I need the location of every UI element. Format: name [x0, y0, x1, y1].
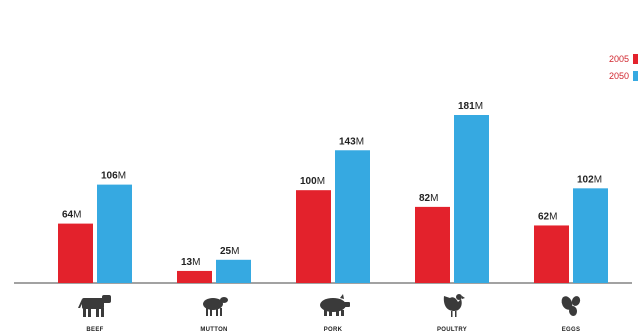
value-unit: M	[73, 210, 81, 221]
value-label-beef-2005: 64M	[62, 210, 81, 221]
value-label-poultry-2005: 82M	[419, 193, 438, 204]
bar-pork-2050	[335, 150, 370, 283]
value-unit: M	[317, 176, 325, 187]
value-label-eggs-2005: 62M	[538, 211, 557, 222]
value-unit: M	[118, 171, 126, 182]
value-number: 102	[577, 174, 594, 185]
value-label-beef-2050: 106M	[101, 171, 126, 182]
cow-icon	[78, 295, 111, 317]
value-number: 100	[300, 176, 317, 187]
bar-eggs-2005	[534, 225, 569, 283]
legend-swatch-2050	[633, 70, 638, 81]
value-unit: M	[430, 193, 438, 204]
bar-beef-2005	[58, 223, 93, 283]
category-label-eggs: EGGS	[562, 327, 581, 333]
value-label-mutton-2005: 13M	[181, 257, 200, 268]
eggs-icon	[561, 296, 581, 316]
category-icons-group	[78, 294, 581, 317]
value-number: 143	[339, 136, 356, 147]
bar-poultry-2005	[415, 206, 450, 283]
legend-entry-2050: 2050	[609, 67, 638, 84]
value-unit: M	[549, 211, 557, 222]
bars-group	[58, 115, 608, 283]
bar-poultry-2050	[454, 115, 489, 283]
value-unit: M	[475, 101, 483, 112]
category-label-mutton: MUTTON	[200, 327, 227, 333]
value-number: 25	[220, 246, 232, 257]
bar-beef-2050	[97, 184, 132, 283]
value-label-pork-2050: 143M	[339, 136, 364, 147]
value-unit: M	[231, 246, 239, 257]
value-unit: M	[594, 174, 602, 185]
value-number: 106	[101, 171, 118, 182]
value-number: 62	[538, 211, 550, 222]
bar-pork-2005	[296, 190, 331, 283]
category-label-pork: PORK	[324, 327, 343, 333]
value-unit: M	[356, 136, 364, 147]
value-label-poultry-2050: 181M	[458, 101, 483, 112]
value-label-pork-2005: 100M	[300, 176, 325, 187]
bar-mutton-2050	[216, 259, 251, 283]
legend-label-2005: 2005	[608, 53, 629, 64]
legend-entry-2005: 2005	[609, 50, 638, 67]
bar-mutton-2005	[177, 270, 212, 283]
value-number: 181	[458, 101, 475, 112]
chicken-icon	[443, 294, 465, 317]
category-label-poultry: POULTRY	[437, 327, 467, 333]
legend-swatch-2005	[633, 53, 638, 64]
sheep-icon	[203, 297, 228, 316]
value-label-mutton-2050: 25M	[220, 246, 239, 257]
legend-label-2050: 2050	[608, 70, 629, 81]
pig-icon	[320, 294, 350, 316]
value-unit: M	[192, 257, 200, 268]
value-label-eggs-2050: 102M	[577, 174, 602, 185]
bar-eggs-2050	[573, 188, 608, 283]
value-number: 82	[419, 193, 431, 204]
value-number: 13	[181, 257, 193, 268]
category-labels-group: BEEF MUTTON PORK POULTRY EGGS	[86, 327, 580, 333]
legend: 2005 2050	[609, 50, 638, 84]
value-number: 64	[62, 210, 74, 221]
category-label-beef: BEEF	[86, 327, 103, 333]
